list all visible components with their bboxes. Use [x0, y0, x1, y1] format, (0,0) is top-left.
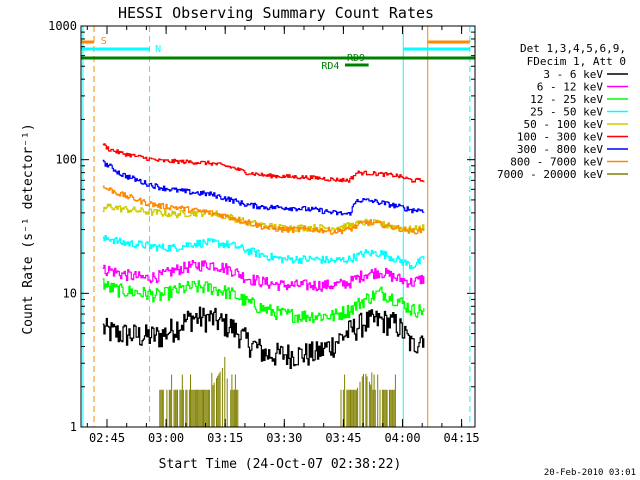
- legend-entry-6: 300 - 800 keV: [517, 143, 603, 156]
- chart-title: HESSI Observing Summary Count Rates: [118, 4, 434, 22]
- x-tick-label-0: 02:45: [89, 431, 125, 445]
- x-tick-label-5: 04:00: [384, 431, 420, 445]
- y-tick-label-0: 1: [70, 420, 77, 434]
- annotation-rd9: RD9: [347, 53, 365, 64]
- x-tick-label-6: 04:15: [444, 431, 480, 445]
- series-line-3: [102, 235, 425, 270]
- series-line-8: [159, 356, 396, 427]
- y-tick-label-3: 1000: [48, 19, 77, 33]
- legend-header-0: Det 1,3,4,5,6,9,: [520, 42, 626, 55]
- x-tick-label-4: 03:45: [325, 431, 361, 445]
- x-tick-label-2: 03:15: [207, 431, 243, 445]
- x-tick-label-1: 03:00: [148, 431, 184, 445]
- series-line-5: [102, 143, 425, 183]
- y-axis-label: Count Rate (s⁻¹ detector⁻¹): [21, 123, 36, 334]
- legend-entry-4: 50 - 100 keV: [524, 118, 604, 131]
- annotation-n: N: [155, 44, 161, 55]
- annotation-s: S: [101, 36, 107, 47]
- series-line-1: [102, 260, 425, 292]
- series-line-7: [102, 185, 425, 235]
- legend-entry-1: 6 - 12 keV: [537, 81, 604, 94]
- legend-header-1: FDecim 1, Att 0: [527, 55, 626, 68]
- x-axis-label: Start Time (24-Oct-07 02:38:22): [159, 457, 402, 472]
- series-line-0: [102, 306, 425, 369]
- legend-entry-7: 800 - 7000 keV: [510, 156, 603, 169]
- annotation-rd4: RD4: [321, 61, 339, 72]
- y-tick-label-1: 10: [63, 286, 77, 300]
- legend-entry-2: 12 - 25 keV: [530, 93, 603, 106]
- plot-frame: [80, 25, 476, 428]
- legend-entry-5: 100 - 300 keV: [517, 131, 603, 144]
- legend-entry-8: 7000 - 20000 keV: [497, 168, 603, 181]
- y-tick-label-2: 100: [55, 153, 77, 167]
- series-line-2: [102, 278, 425, 324]
- footer-timestamp: 20-Feb-2010 03:01: [544, 468, 636, 478]
- x-tick-label-3: 03:30: [266, 431, 302, 445]
- legend-entry-3: 25 - 50 keV: [530, 106, 603, 119]
- series-line-6: [102, 159, 425, 216]
- legend-entry-0: 3 - 6 keV: [543, 68, 603, 81]
